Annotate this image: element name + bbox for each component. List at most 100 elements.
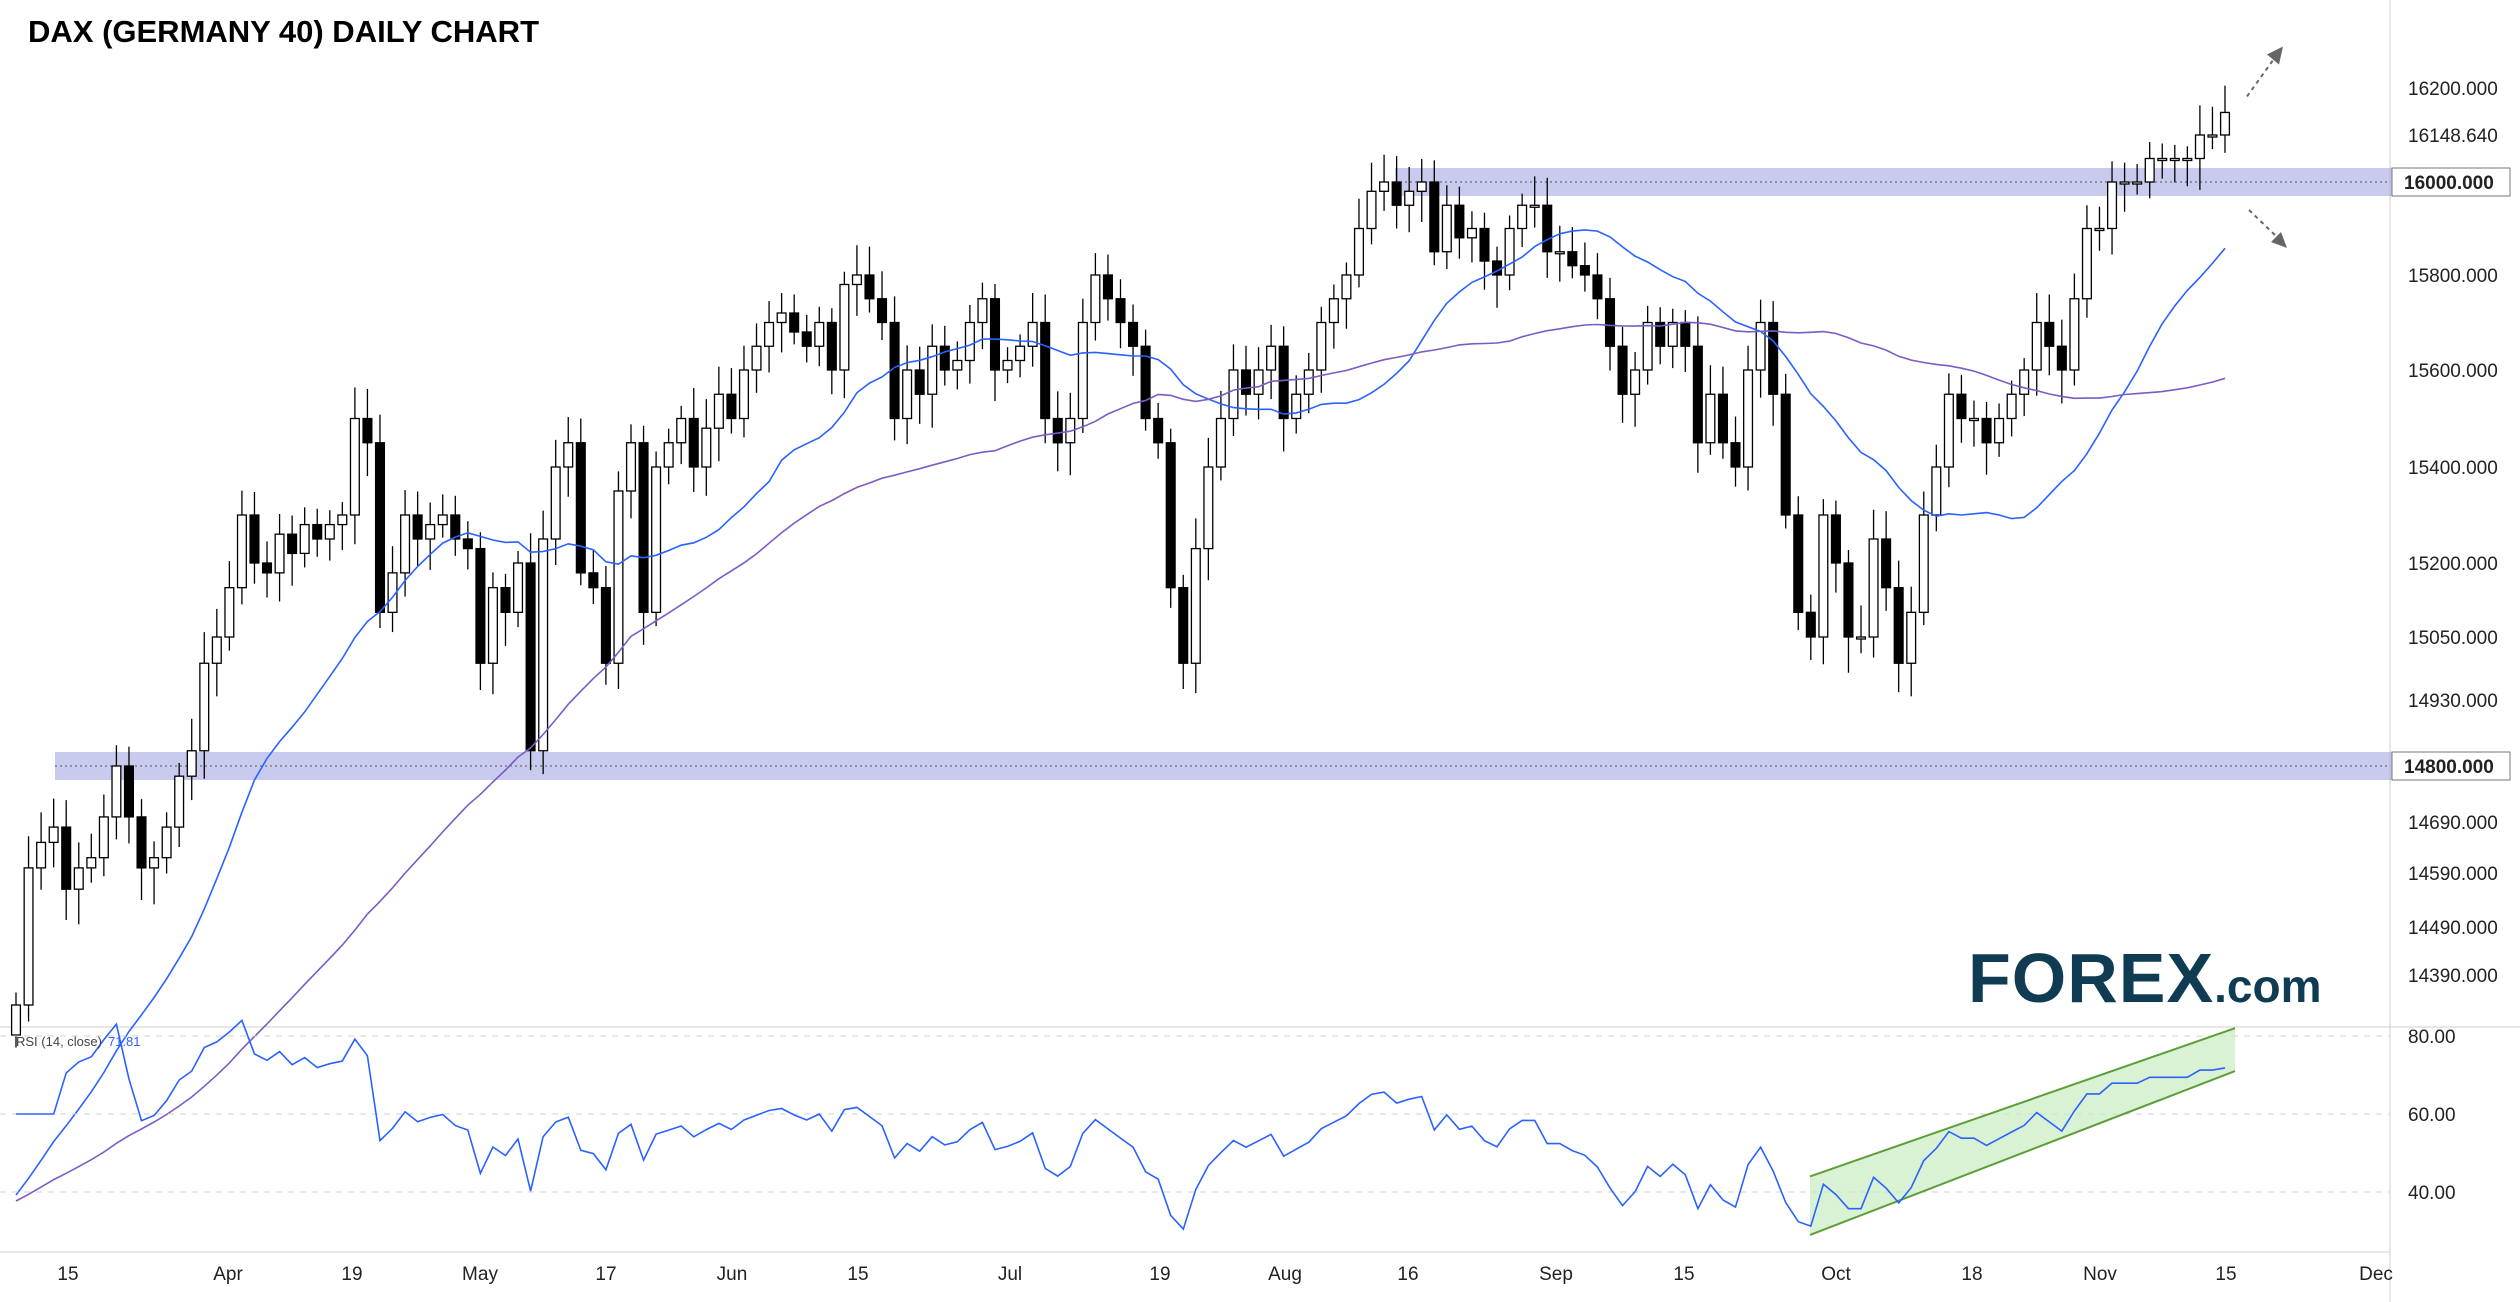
candle-down xyxy=(1153,417,1164,444)
candle-up xyxy=(1266,345,1277,371)
candle-up xyxy=(1868,538,1879,638)
candle-down xyxy=(789,312,800,333)
candle-up xyxy=(1529,204,1540,208)
candle-up xyxy=(1994,417,2005,444)
zone-16000 xyxy=(1395,168,2510,196)
candle-up xyxy=(2144,157,2155,183)
candle-up xyxy=(952,359,963,371)
candle-up xyxy=(1818,514,1829,638)
x-tick-label: Apr xyxy=(213,1264,243,1285)
candle-down xyxy=(1479,227,1490,262)
candle-down xyxy=(1391,181,1402,206)
candle-down xyxy=(1040,321,1051,420)
candle-up xyxy=(2006,393,2017,420)
candle-up xyxy=(23,867,34,1006)
candle-down xyxy=(450,514,461,540)
logo-text: FOREX xyxy=(1968,939,2215,1017)
candle-up xyxy=(927,345,938,395)
y-tick-label: 14690.000 xyxy=(2408,813,2498,834)
candle-up xyxy=(1291,393,1302,420)
candle-up xyxy=(814,321,825,347)
x-tick-label: 15 xyxy=(2215,1264,2236,1285)
sma-fast-line xyxy=(15,229,2226,1196)
candle-down xyxy=(1730,442,1741,468)
y-tick-label: 15400.000 xyxy=(2408,458,2498,479)
candle-up xyxy=(1090,274,1101,324)
candle-up xyxy=(1002,359,1013,371)
candle-up xyxy=(98,816,109,859)
x-tick-label: Dec xyxy=(2359,1264,2393,1285)
candle-up xyxy=(2157,157,2168,162)
candle-up xyxy=(2219,111,2231,136)
candle-up xyxy=(1931,466,1942,516)
x-tick-label: 15 xyxy=(57,1264,78,1285)
x-tick-label: Sep xyxy=(1539,1264,1573,1285)
x-tick-label: 19 xyxy=(341,1264,362,1285)
candle-down xyxy=(1115,298,1126,324)
candle-up xyxy=(274,533,285,574)
candle-up xyxy=(1855,636,1867,640)
candle-up xyxy=(2132,181,2143,185)
candle-up xyxy=(161,826,172,859)
candle-up xyxy=(851,274,862,286)
candle-up xyxy=(1667,321,1678,347)
candle-down xyxy=(412,514,423,540)
candle-up xyxy=(2169,157,2180,162)
candle-down xyxy=(462,538,473,550)
candle-up xyxy=(1353,227,1365,276)
candle-up xyxy=(1416,181,1427,192)
candle-up xyxy=(324,523,335,540)
up-arrow-head xyxy=(2267,46,2283,65)
candle-up xyxy=(513,562,524,613)
candle-up xyxy=(1341,274,1352,300)
y-tick-label: 14390.000 xyxy=(2408,966,2498,987)
candle-up xyxy=(400,514,411,574)
forex-logo: FOREX.com xyxy=(1968,938,2322,1018)
candle-down xyxy=(1052,417,1063,444)
candle-up xyxy=(2094,227,2105,232)
candle-up xyxy=(73,867,84,890)
candle-up xyxy=(676,417,687,444)
candle-up xyxy=(1705,393,1716,444)
candle-down xyxy=(249,514,260,564)
candle-down xyxy=(374,442,386,613)
candle-down xyxy=(876,298,888,324)
candle-up xyxy=(36,841,47,869)
up-arrow-line xyxy=(2246,56,2276,98)
candle-up xyxy=(1466,227,1477,239)
rsi-value: 71.81 xyxy=(107,1034,141,1049)
candle-up xyxy=(299,523,310,555)
x-tick-label: 16 xyxy=(1397,1264,1418,1285)
candle-down xyxy=(1692,345,1703,444)
candle-down xyxy=(600,587,611,664)
candle-down xyxy=(136,816,147,869)
sma-slow-line xyxy=(15,321,2226,1202)
candle-down xyxy=(1655,321,1666,347)
x-tick-label: Aug xyxy=(1268,1264,1302,1285)
candle-up xyxy=(563,442,574,468)
candle-up xyxy=(186,750,197,777)
candle-up xyxy=(1918,514,1929,613)
candle-down xyxy=(1102,274,1113,300)
rsi-channel-fill xyxy=(1810,1028,2235,1235)
candle-up xyxy=(48,826,59,844)
candle-up xyxy=(1366,190,1377,230)
candle-down xyxy=(1793,514,1804,613)
candle-up xyxy=(199,662,210,752)
candle-down xyxy=(1592,274,1603,300)
candle-up xyxy=(538,538,549,752)
candle-up xyxy=(1906,611,1917,664)
last-price-label: 16148.640 xyxy=(2408,126,2498,147)
candle-down xyxy=(826,321,837,371)
candle-up xyxy=(425,523,436,540)
candle-up xyxy=(964,321,975,362)
candle-up xyxy=(1316,321,1327,371)
candle-up xyxy=(977,298,988,324)
candle-up xyxy=(776,312,787,324)
candle-up xyxy=(2182,157,2193,162)
down-arrow-head xyxy=(2271,232,2287,248)
rsi-label-text: RSI (14, close) xyxy=(16,1034,102,1049)
candle-down xyxy=(1165,442,1176,589)
candle-up xyxy=(902,369,913,420)
